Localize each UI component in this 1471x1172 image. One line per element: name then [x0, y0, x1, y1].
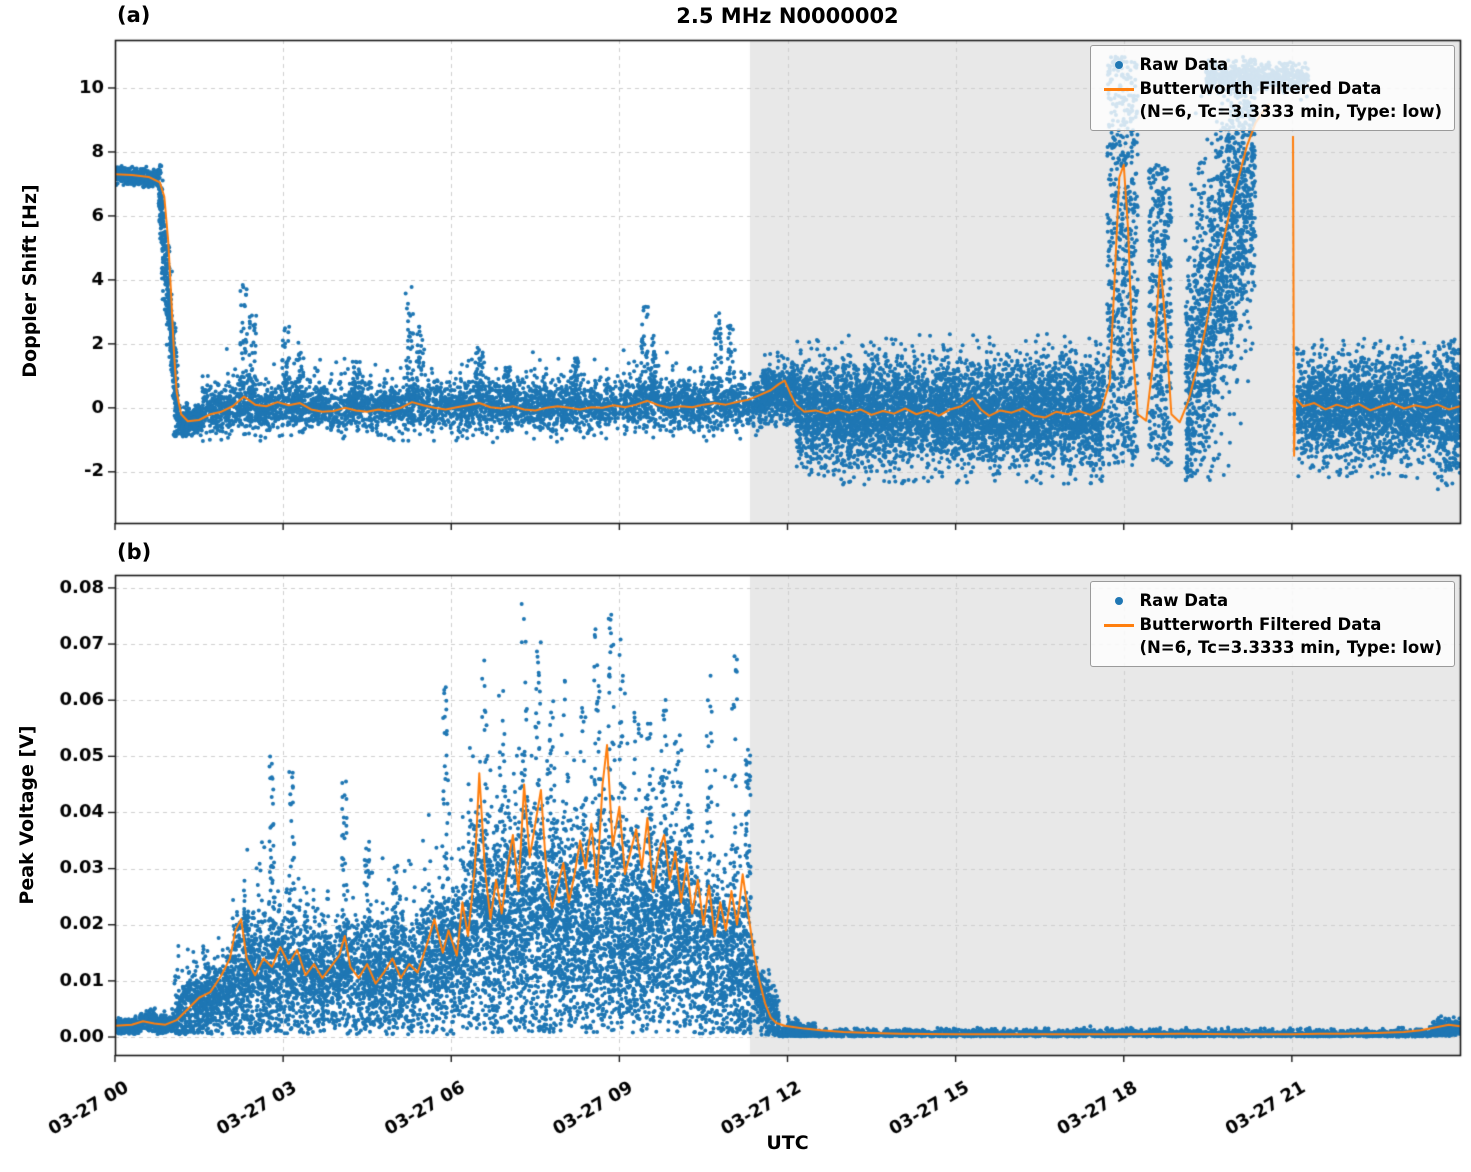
legend-filtered-sublabel: (N=6, Tc=3.3333 min, Type: low): [1139, 102, 1442, 121]
y-axis-label-voltage: Peak Voltage [V]: [16, 725, 38, 905]
legend-raw-label: Raw Data: [1139, 55, 1229, 74]
legend-filtered-label: Butterworth Filtered Data: [1139, 79, 1382, 98]
x-axis-label: UTC: [766, 1132, 809, 1154]
raw-data-dot-icon: [1099, 597, 1139, 605]
subplot-b-label: (b): [117, 540, 152, 564]
subplot-a-label: (a): [117, 3, 151, 27]
filtered-line-icon: [1099, 87, 1139, 91]
filtered-line-icon: [1099, 623, 1139, 627]
plot-title: 2.5 MHz N0000002: [676, 4, 899, 28]
legend-filtered-label: Butterworth Filtered Data: [1139, 615, 1382, 634]
legend-b: Raw Data Butterworth Filtered Data (N=6,…: [1090, 581, 1455, 667]
legend-filtered-sublabel: (N=6, Tc=3.3333 min, Type: low): [1139, 638, 1442, 657]
legend-raw-label: Raw Data: [1139, 591, 1229, 610]
raw-data-dot-icon: [1099, 61, 1139, 69]
legend-a: Raw Data Butterworth Filtered Data (N=6,…: [1090, 45, 1455, 131]
y-axis-label-doppler: Doppler Shift [Hz]: [19, 184, 41, 378]
